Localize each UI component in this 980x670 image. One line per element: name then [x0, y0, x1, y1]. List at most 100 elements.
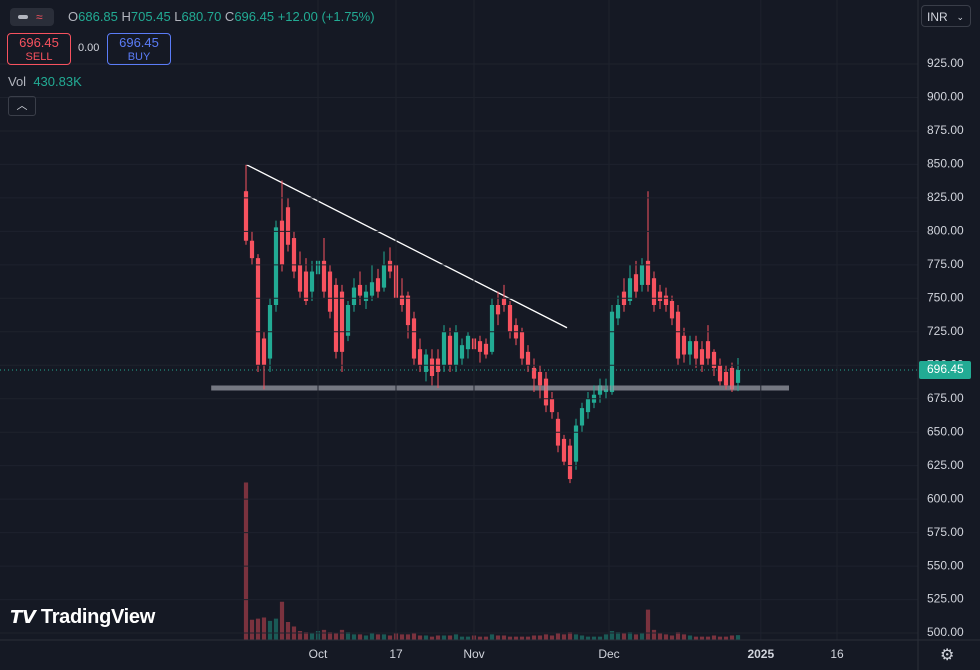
settings-button[interactable]: ⚙: [940, 647, 955, 664]
y-tick-label: 675.00: [927, 391, 964, 405]
volume-bar: [675, 632, 681, 640]
y-tick-label: 800.00: [927, 224, 964, 238]
spread: 0.00: [78, 42, 100, 54]
y-tick-label: 850.00: [927, 157, 964, 171]
price: 696.45: [119, 35, 159, 50]
volume-bar: [615, 632, 621, 640]
label: Vol: [8, 74, 27, 89]
volume-bar: [699, 636, 705, 640]
volume-bar: [303, 632, 309, 640]
y-tick-label: 575.00: [927, 525, 964, 539]
label: C: [224, 9, 235, 24]
volume-bar: [651, 629, 657, 640]
label: BUY: [127, 51, 151, 63]
last-price-label: 696.45: [927, 362, 964, 376]
y-tick-label: 525.00: [927, 592, 964, 606]
volume-bar: [663, 634, 669, 640]
volume-bar: [447, 635, 453, 640]
volume-legend: Vol 430.83K: [8, 74, 82, 89]
trend-line: [245, 163, 568, 329]
value: 705.45: [130, 9, 171, 24]
label: H: [121, 9, 131, 24]
volume-bar: [729, 635, 735, 640]
y-tick-label: 750.00: [927, 290, 964, 304]
volume-bar: [363, 635, 369, 640]
volume-bar: [603, 634, 609, 640]
collapse-button[interactable]: ︿: [8, 96, 36, 116]
volume-bar: [255, 618, 261, 640]
sell-button[interactable]: 696.45 SELL: [7, 33, 71, 65]
y-tick-label: 625.00: [927, 458, 964, 472]
volume-bar: [423, 635, 429, 640]
volume-bar: [543, 634, 549, 640]
volume-bar: [639, 633, 645, 640]
volume-bar: [381, 634, 387, 640]
y-tick-label: 500.00: [927, 625, 964, 639]
volume-bar: [279, 601, 285, 640]
volume-bar: [501, 635, 507, 640]
price: 696.45: [19, 35, 59, 50]
volume-bar: [549, 635, 555, 640]
y-tick-label: 925.00: [927, 56, 964, 70]
volume-bar: [453, 634, 459, 640]
volume-bar: [273, 618, 279, 640]
y-tick-label: 600.00: [927, 491, 964, 505]
volume-bar: [441, 635, 447, 640]
y-tick-label: 875.00: [927, 123, 964, 137]
volume-bar: [705, 636, 711, 640]
volume-bar: [711, 635, 717, 640]
buy-button[interactable]: 696.45 BUY: [107, 33, 171, 65]
label: O: [68, 9, 79, 24]
volume-bar: [435, 635, 441, 640]
volume-bar: [489, 634, 495, 640]
volume-bar: [327, 632, 333, 640]
volume-bar: [633, 634, 639, 640]
change: +12.00 (+1.75%): [277, 9, 375, 24]
brand-logo: 𝙏𝙑 TradingView: [10, 606, 156, 628]
brand: TradingView: [40, 606, 156, 628]
volume-bar: [465, 636, 471, 640]
value: 696.45: [234, 9, 275, 24]
volume-bar: [669, 635, 675, 640]
volume-bar: [609, 631, 615, 640]
volume-bar: [285, 622, 291, 640]
volume-bar: [735, 635, 741, 640]
volume-bar: [321, 629, 327, 640]
label: L: [174, 9, 182, 24]
volume-bar: [495, 635, 501, 640]
volume-bar: [339, 629, 345, 640]
volume-bar: [525, 636, 531, 640]
volume-bar: [243, 482, 249, 640]
volume-bar: [399, 634, 405, 640]
volume-bar: [627, 632, 633, 640]
volume-bar: [333, 633, 339, 640]
value: 680.70: [181, 9, 222, 24]
volume-bar: [723, 636, 729, 640]
value: 686.85: [78, 9, 118, 24]
volume-bar: [261, 617, 267, 640]
x-tick-label: 17: [389, 647, 403, 661]
volume-bar: [645, 609, 651, 640]
volume-bar: [411, 633, 417, 640]
volume-bar: [555, 633, 561, 640]
volume-bar: [405, 634, 411, 640]
volume-bar: [591, 636, 597, 640]
currency-select[interactable]: INR ⌄: [921, 5, 971, 27]
x-tick-label: 2025: [747, 647, 774, 661]
volume-bar: [657, 633, 663, 640]
y-tick-label: 650.00: [927, 424, 964, 438]
volume-bar: [687, 635, 693, 640]
volume-bar: [387, 635, 393, 640]
volume-bar: [513, 636, 519, 640]
volume-bar: [309, 633, 315, 640]
symbol-toggle[interactable]: ≈: [10, 8, 54, 26]
volume-bar: [693, 636, 699, 640]
volume-bar: [681, 634, 687, 640]
volume-bar: [597, 636, 603, 640]
label: SELL: [25, 51, 53, 63]
volume-bar: [567, 632, 573, 640]
volume-bar: [369, 633, 375, 640]
volume-bar: [429, 636, 435, 640]
